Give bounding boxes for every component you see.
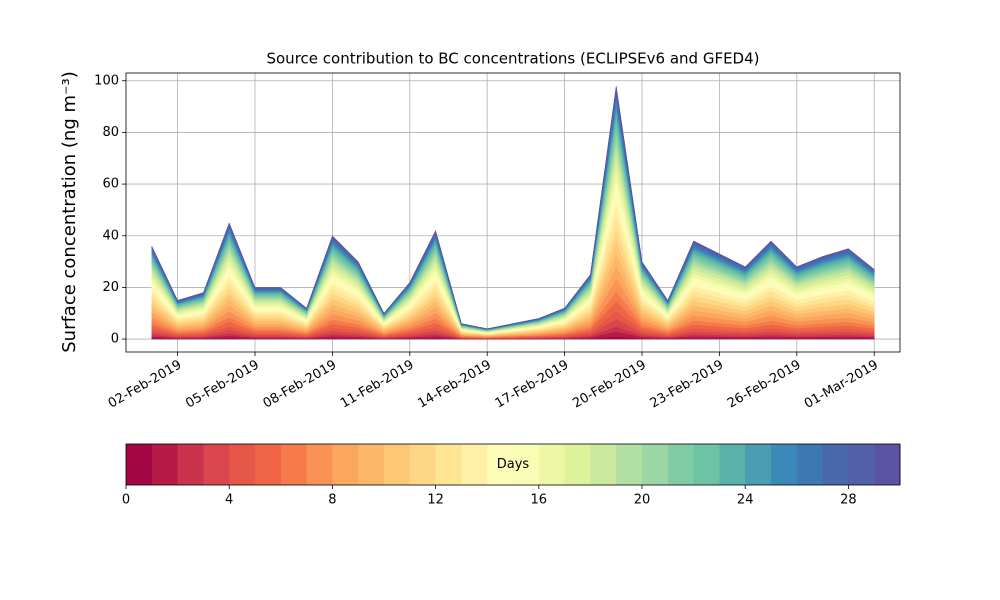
- y-axis-label: Surface concentration (ng m⁻³): [59, 71, 80, 353]
- x-tick-label: 02-Feb-2019: [106, 358, 185, 412]
- x-tick-label: 17-Feb-2019: [493, 358, 572, 412]
- colorbar-tick-label: 8: [328, 493, 336, 508]
- colorbar-bin: [384, 444, 411, 485]
- colorbar-bin: [564, 444, 591, 485]
- colorbar-bin: [255, 444, 282, 485]
- colorbar-bin: [848, 444, 875, 485]
- colorbar-tick-label: 24: [737, 493, 754, 508]
- colorbar-bin: [513, 444, 540, 485]
- x-tick-label: 20-Feb-2019: [570, 358, 649, 412]
- area-layer: [151, 85, 875, 330]
- colorbar-bin: [409, 444, 437, 485]
- x-tick-label: 05-Feb-2019: [183, 358, 262, 412]
- colorbar-bin: [177, 444, 204, 485]
- colorbar-bin: [538, 444, 566, 485]
- y-tick-label: 100: [94, 73, 119, 88]
- y-tick-label: 0: [111, 332, 119, 347]
- colorbar-bin: [822, 444, 849, 485]
- colorbar-bin: [280, 444, 308, 485]
- colorbar-bin: [151, 444, 179, 485]
- colorbar-bin: [642, 444, 669, 485]
- colorbar-bin: [719, 444, 746, 485]
- colorbar-bin: [306, 444, 333, 485]
- colorbar-bin: [461, 444, 488, 485]
- colorbar-tick-label: 0: [122, 493, 130, 508]
- colorbar-tick-label: 12: [427, 493, 444, 508]
- colorbar-tick-label: 16: [531, 493, 548, 508]
- colorbar-tick-label: 28: [840, 493, 857, 508]
- plot-frame: [125, 72, 901, 353]
- colorbar-bin: [667, 444, 695, 485]
- x-tick-label: 23-Feb-2019: [648, 358, 727, 412]
- colorbar-bin: [358, 444, 385, 485]
- colorbar-bin: [203, 444, 230, 485]
- y-tick-label: 40: [102, 228, 119, 243]
- colorbar-bin: [693, 444, 720, 485]
- colorbar-bin: [745, 444, 772, 485]
- x-tick-label: 11-Feb-2019: [338, 358, 417, 412]
- colorbar-bin: [487, 444, 514, 485]
- colorbar-tick-label: 20: [634, 493, 651, 508]
- colorbar-bin: [796, 444, 824, 485]
- colorbar-frame: [125, 443, 901, 486]
- colorbar-bin: [771, 444, 798, 485]
- colorbar-bin: [874, 444, 901, 485]
- x-tick-label: 14-Feb-2019: [415, 358, 494, 412]
- y-tick-label: 60: [102, 177, 119, 192]
- x-tick-label: 26-Feb-2019: [725, 358, 804, 412]
- colorbar-bin: [435, 444, 462, 485]
- y-tick-label: 20: [102, 280, 119, 295]
- colorbar-bin: [616, 444, 643, 485]
- colorbar-label: Days: [497, 457, 530, 472]
- x-tick-label: 01-Mar-2019: [802, 358, 881, 412]
- colorbar-tick-label: 4: [225, 493, 233, 508]
- y-tick-label: 80: [102, 125, 119, 140]
- colorbar-bin: [126, 444, 153, 485]
- colorbar-bin: [229, 444, 256, 485]
- x-tick-label: 08-Feb-2019: [261, 358, 340, 412]
- chart-title: Source contribution to BC concentrations…: [266, 50, 759, 68]
- colorbar-bin: [590, 444, 617, 485]
- colorbar-bin: [332, 444, 359, 485]
